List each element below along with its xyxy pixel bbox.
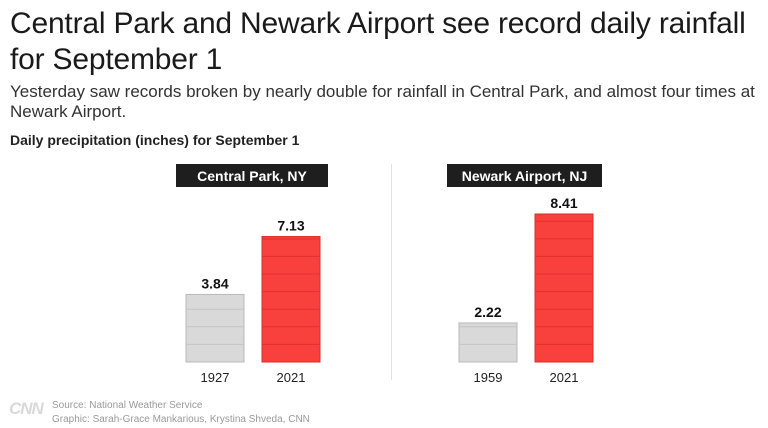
- category-label: 1959: [474, 370, 503, 385]
- value-label: 7.13: [277, 218, 304, 234]
- credit-note: Graphic: Sarah-Grace Mankarious, Krystin…: [52, 414, 310, 425]
- category-label: 1927: [201, 370, 230, 385]
- panel-divider: [391, 164, 392, 380]
- chart-title: Central Park and Newark Airport see reco…: [10, 7, 746, 76]
- value-label: 3.84: [201, 275, 228, 291]
- panel-title-newark: Newark Airport, NJ: [447, 164, 602, 187]
- panel-title-central-park: Central Park, NY: [176, 164, 328, 187]
- bar-2021-0: [261, 236, 321, 363]
- value-label: 8.41: [550, 195, 577, 211]
- footer: Source: National Weather Service Graphic…: [52, 399, 310, 427]
- source-note: Source: National Weather Service: [52, 400, 203, 411]
- cnn-logo: CNN: [9, 399, 44, 418]
- chart-subtitle: Yesterday saw records broken by nearly d…: [10, 82, 755, 121]
- bar-2021-1: [534, 213, 594, 363]
- value-label: 2.22: [474, 304, 501, 320]
- bar-1927-0: [185, 293, 245, 363]
- y-axis-label: Daily precipitation (inches) for Septemb…: [10, 132, 300, 148]
- category-label: 2021: [550, 370, 579, 385]
- category-label: 2021: [277, 370, 306, 385]
- bar-1959-1: [458, 322, 518, 363]
